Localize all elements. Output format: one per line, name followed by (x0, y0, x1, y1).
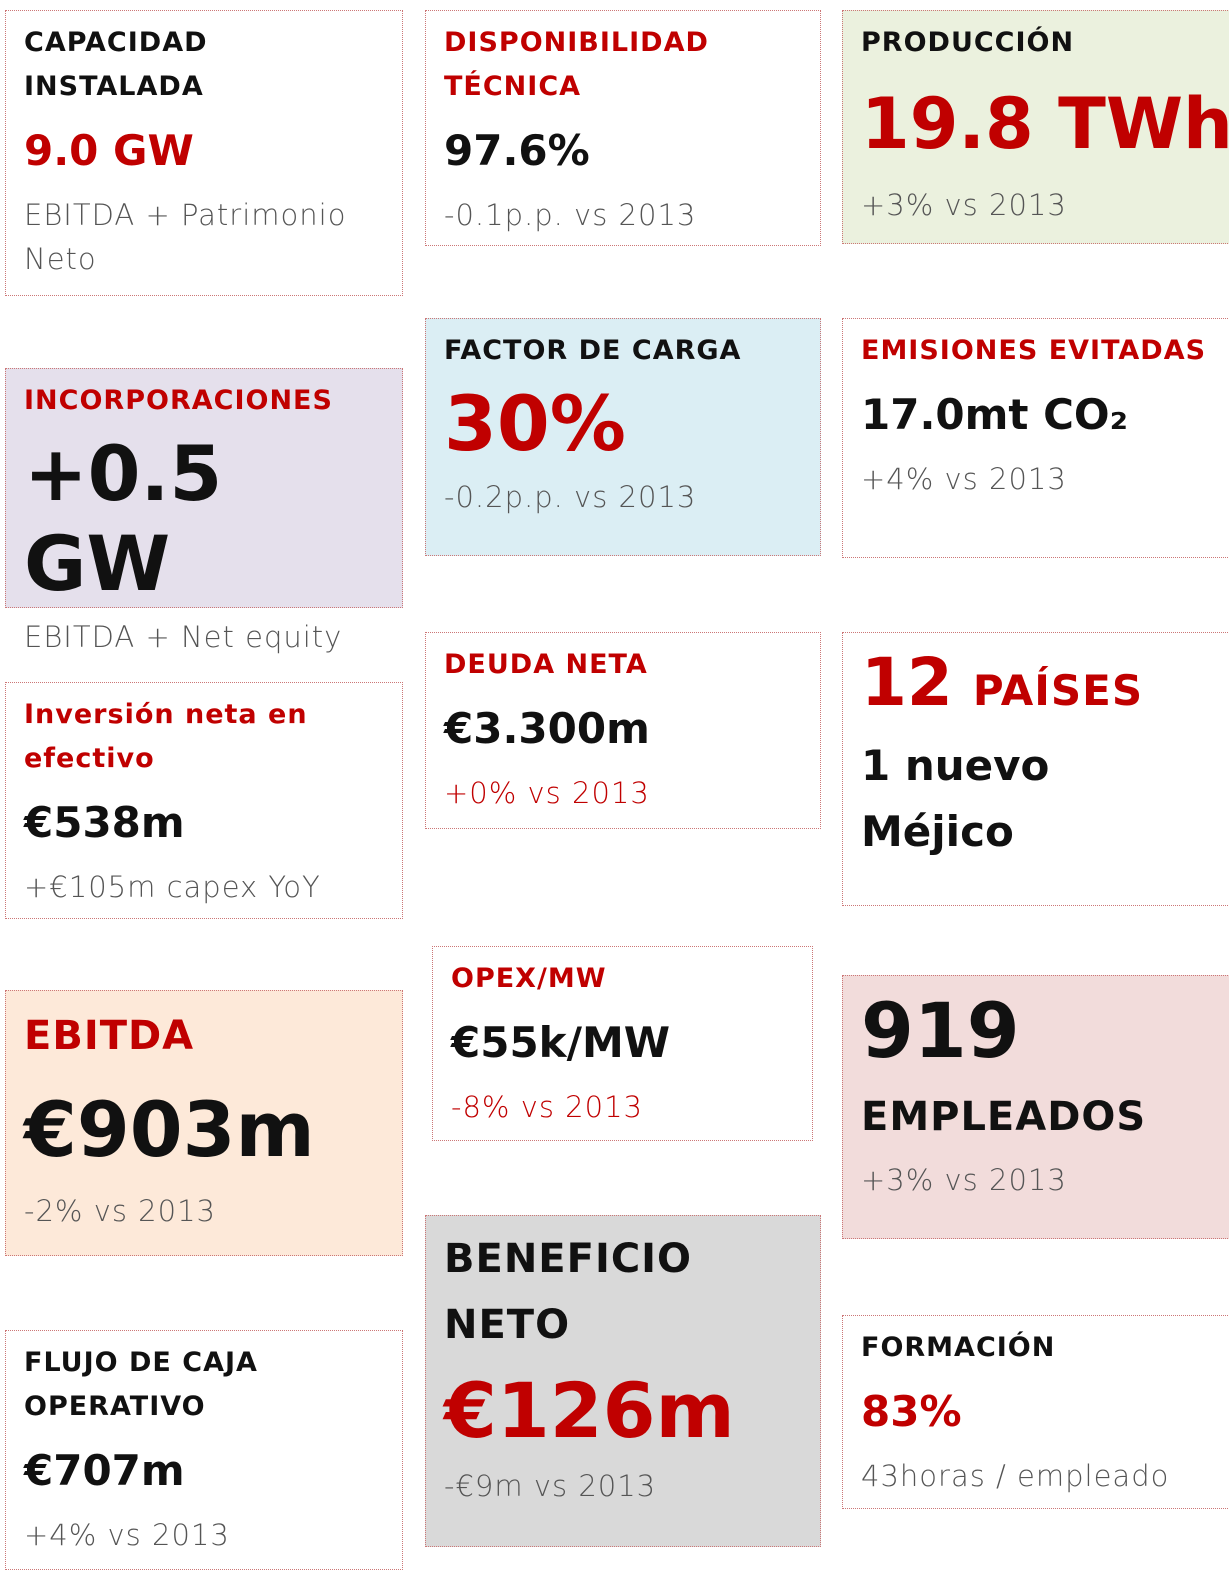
card-title: PRODUCCIÓN (861, 27, 1075, 58)
card-title: INCORPORACIONES (24, 385, 333, 416)
card-title: EBITDA (24, 1013, 195, 1059)
card-value: 19.8 TWh (861, 83, 1229, 165)
card: Inversión neta en efectivo €538m +€105m … (5, 682, 403, 919)
card: EBITDA €903m -2% vs 2013 (5, 990, 403, 1256)
card-title: CAPACIDAD INSTALADA (24, 27, 208, 102)
card-value: 97.6% (444, 126, 590, 175)
card-title: DEUDA NETA (444, 649, 648, 680)
card: BENEFICIO NETO €126m -€9m vs 2013 (425, 1215, 821, 1547)
card-value: 30% (444, 379, 626, 468)
card-value: €903m (24, 1085, 315, 1174)
card-value: +0.5 GW (24, 429, 223, 608)
card: FACTOR DE CARGA 30% -0.2p.p. vs 2013 (425, 318, 821, 556)
card-value: 9.0 GW (24, 126, 194, 175)
card-value: 17.0mt CO₂ (861, 390, 1129, 439)
card-title: FACTOR DE CARGA (444, 335, 742, 366)
card-value: 919 (861, 986, 1020, 1075)
card-value: €538m (24, 798, 185, 847)
card-title: FORMACIÓN (861, 1332, 1056, 1363)
card: 12 PAÍSES 1 nuevo Méjico (842, 632, 1229, 906)
card-value: €55k/MW (451, 1018, 671, 1067)
card-heading: 12 PAÍSES (861, 643, 1223, 723)
card-note: +3% vs 2013 (861, 188, 1067, 222)
card: FORMACIÓN 83% 43horas / empleado (842, 1315, 1229, 1509)
card-value: 83% (861, 1387, 962, 1436)
card-note: +3% vs 2013 (861, 1163, 1067, 1197)
card-note: 43horas / empleado (861, 1459, 1170, 1493)
card-note: -€9m vs 2013 (444, 1469, 657, 1503)
card-note: +4% vs 2013 (861, 462, 1067, 496)
card-value: €126m (444, 1366, 735, 1455)
card-note: EBITDA + Patrimonio Neto (24, 198, 347, 276)
card-note: -8% vs 2013 (451, 1090, 643, 1124)
card-title: EMISIONES EVITADAS (861, 335, 1207, 366)
card-title: OPEX/MW (451, 963, 607, 994)
card-note: EBITDA + Net equity (24, 620, 343, 654)
card: PRODUCCIÓN 19.8 TWh +3% vs 2013 (842, 10, 1229, 244)
card-note: -0.1p.p. vs 2013 (444, 198, 697, 232)
card: EMISIONES EVITADAS 17.0mt CO₂ +4% vs 201… (842, 318, 1229, 558)
card-title: BENEFICIO NETO (444, 1236, 693, 1348)
card-value: €707m (24, 1446, 185, 1495)
card-note: 1 nuevo Méjico (861, 741, 1050, 856)
card-note: +4% vs 2013 (24, 1518, 230, 1552)
card-note: -0.2p.p. vs 2013 (444, 480, 697, 514)
card-note: -2% vs 2013 (24, 1194, 216, 1228)
card: DEUDA NETA €3.300m +0% vs 2013 (425, 632, 821, 829)
card: FLUJO DE CAJA OPERATIVO €707m +4% vs 201… (5, 1330, 403, 1570)
card: DISPONIBILIDAD TÉCNICA 97.6% -0.1p.p. vs… (425, 10, 821, 246)
card: INCORPORACIONES +0.5 GW EBITDA + Net equ… (5, 368, 403, 654)
card-value: 12 (861, 644, 953, 721)
card-value: €3.300m (444, 704, 650, 753)
card-title: Inversión neta en efectivo (24, 699, 308, 774)
card-title: FLUJO DE CAJA OPERATIVO (24, 1347, 258, 1422)
card-title: DISPONIBILIDAD TÉCNICA (444, 27, 709, 102)
card-title: PAÍSES (972, 666, 1144, 715)
card-note: +€105m capex YoY (24, 870, 321, 904)
card: CAPACIDAD INSTALADA 9.0 GW EBITDA + Patr… (5, 10, 403, 296)
card: OPEX/MW €55k/MW -8% vs 2013 (432, 946, 813, 1141)
card-note: +0% vs 2013 (444, 776, 650, 810)
card-title: EMPLEADOS (861, 1094, 1147, 1140)
card: 919 EMPLEADOS +3% vs 2013 (842, 975, 1229, 1239)
